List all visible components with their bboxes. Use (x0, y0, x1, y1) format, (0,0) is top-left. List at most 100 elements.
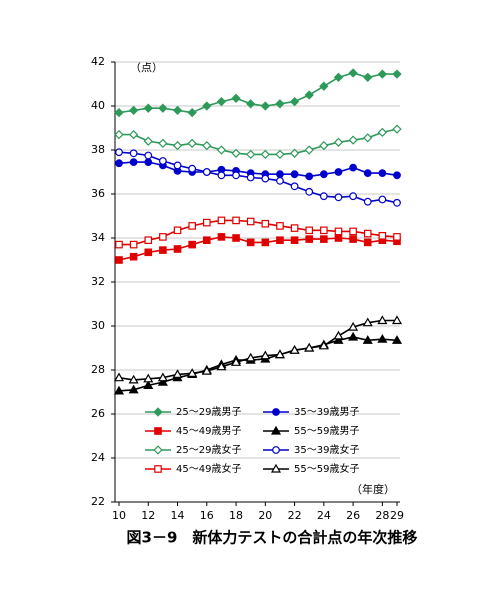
marker (275, 99, 285, 109)
legend-label: 45～49歳男子 (176, 425, 241, 437)
marker (392, 124, 402, 134)
marker (260, 350, 271, 360)
marker (172, 369, 183, 378)
marker (391, 335, 403, 344)
y-tick-label: 22 (91, 495, 105, 508)
marker (333, 137, 344, 147)
marker (319, 192, 328, 201)
y-tick-label: 26 (91, 407, 105, 420)
y-tick-label: 34 (91, 231, 105, 244)
x-tick-label: 10 (112, 509, 126, 522)
marker (392, 69, 402, 79)
marker (144, 236, 153, 245)
marker (173, 226, 182, 235)
marker (290, 236, 299, 245)
marker (115, 159, 123, 168)
marker (231, 93, 241, 103)
marker (276, 170, 284, 179)
marker (349, 163, 358, 172)
marker (377, 315, 388, 325)
marker (348, 68, 358, 78)
marker (304, 145, 314, 155)
marker (246, 238, 255, 247)
marker (318, 340, 329, 350)
marker (188, 164, 197, 173)
marker (290, 224, 299, 232)
x-tick-label: 16 (200, 509, 214, 522)
marker (363, 133, 373, 143)
legend-marker (153, 407, 163, 417)
marker (157, 376, 168, 386)
x-tick-label: 22 (288, 509, 302, 522)
marker (304, 90, 314, 100)
marker (216, 361, 227, 371)
x-tick-label: 28 (375, 509, 389, 522)
legend-label: 35～39歳女子 (294, 443, 359, 456)
legend-marker (272, 446, 280, 454)
marker (115, 240, 123, 249)
marker (378, 169, 387, 178)
marker (290, 182, 299, 191)
marker (143, 373, 154, 383)
marker (172, 140, 183, 151)
marker (304, 342, 315, 352)
marker (334, 193, 343, 202)
marker (334, 227, 343, 236)
marker (216, 96, 227, 107)
marker (129, 158, 138, 167)
marker (334, 168, 343, 176)
marker (158, 157, 167, 165)
marker (217, 233, 226, 241)
legend-marker (154, 465, 162, 473)
x-unit: （年度） (351, 482, 395, 496)
marker (320, 235, 328, 243)
y-tick-label: 28 (91, 363, 105, 376)
marker (260, 101, 270, 111)
marker (188, 240, 196, 249)
x-tick-label: 14 (171, 509, 185, 522)
marker (202, 168, 211, 176)
marker (393, 198, 401, 207)
marker (378, 232, 387, 240)
legend-label: 35～39歳男子 (294, 406, 359, 418)
marker (129, 149, 138, 158)
x-tick-label: 12 (141, 509, 155, 522)
x-tick-label: 20 (258, 509, 272, 522)
marker (246, 99, 256, 109)
legend-marker (270, 463, 282, 473)
marker (377, 69, 388, 79)
legend-label: 45～49歳女子 (176, 462, 241, 475)
marker (144, 151, 153, 160)
marker (159, 246, 167, 254)
marker (275, 149, 285, 160)
marker (378, 195, 387, 204)
marker (320, 226, 328, 235)
marker (113, 385, 125, 395)
marker (261, 174, 270, 183)
marker (363, 72, 373, 83)
chart-title: 図3－9 新体力テストの合計点の年次推移 (127, 529, 418, 547)
marker (363, 229, 372, 238)
legend-label: 25～29歳女子 (176, 443, 241, 456)
marker (289, 148, 300, 158)
legend-label: 55～59歳女子 (294, 462, 359, 475)
marker (143, 136, 153, 146)
y-tick-label: 30 (91, 319, 105, 332)
marker (231, 357, 242, 366)
x-tick-label: 24 (317, 509, 331, 522)
marker (274, 349, 285, 359)
marker (129, 240, 138, 249)
marker (391, 315, 403, 325)
marker (305, 187, 314, 196)
marker (172, 105, 183, 116)
marker (289, 96, 300, 107)
legend-label: 55～59歳男子 (294, 425, 359, 437)
marker (202, 218, 211, 227)
marker (290, 170, 299, 179)
legend-marker (154, 427, 162, 435)
marker (202, 101, 212, 111)
marker (114, 129, 124, 140)
marker (158, 103, 168, 113)
marker (349, 192, 358, 201)
marker (173, 161, 182, 170)
